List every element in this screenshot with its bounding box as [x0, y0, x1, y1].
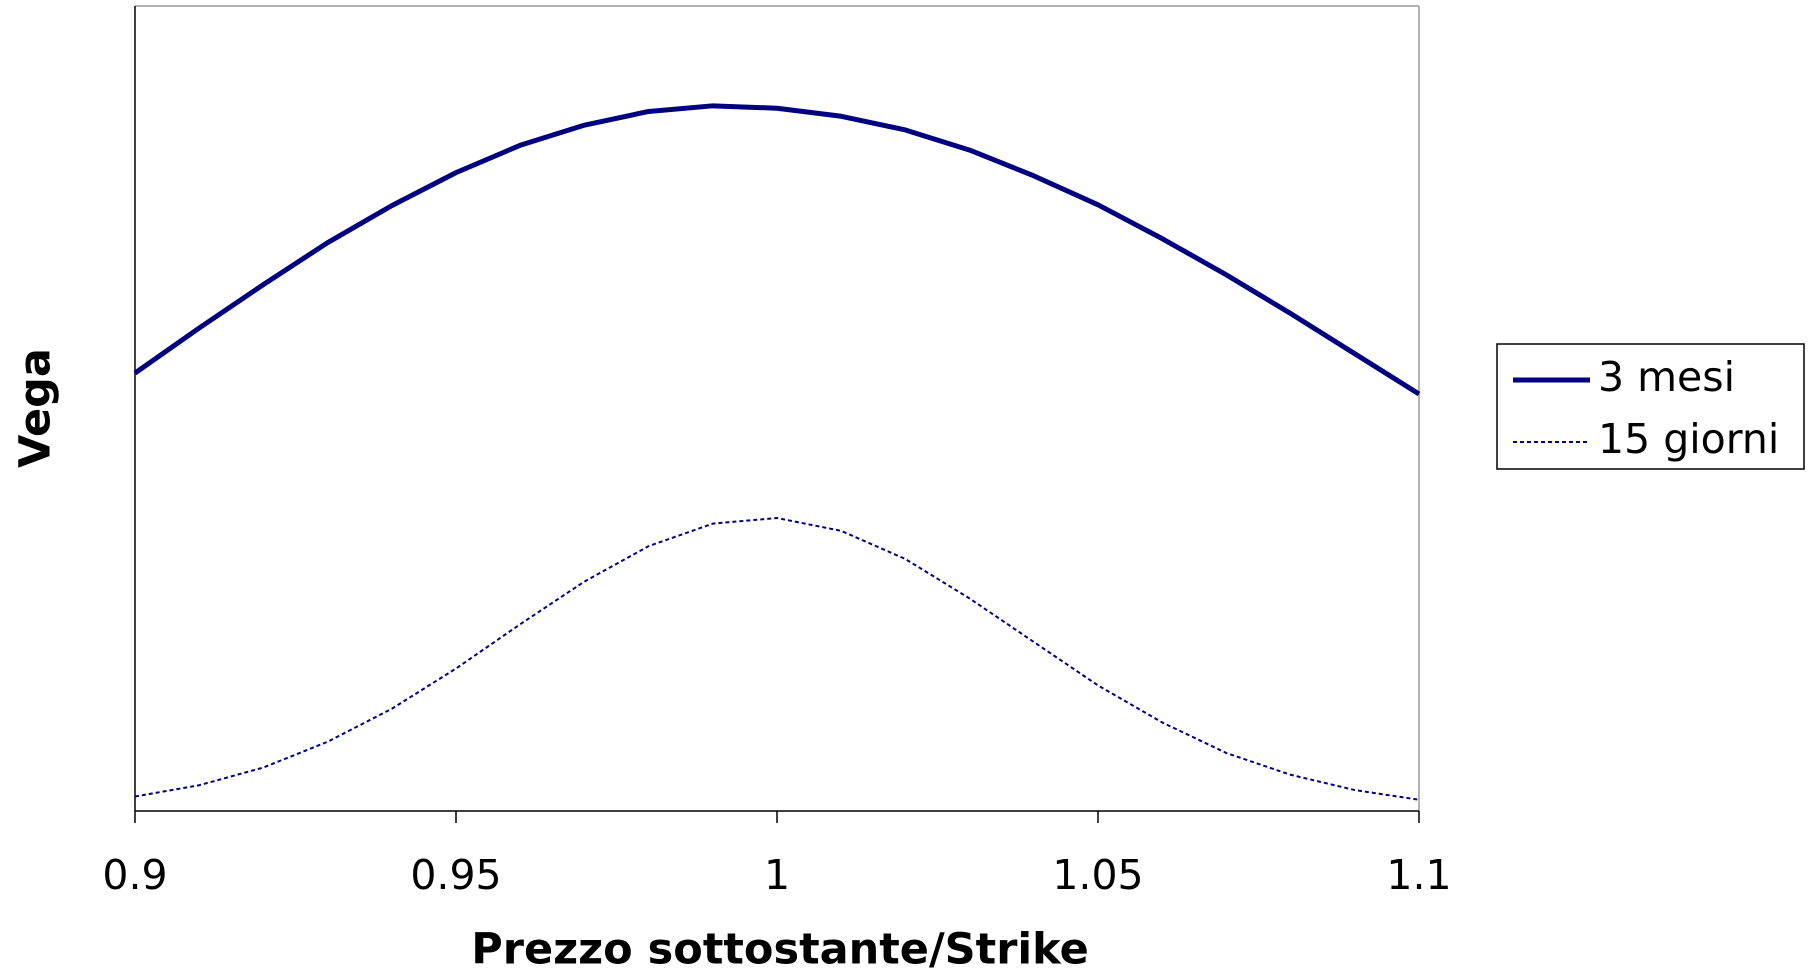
series-line [133, 103, 1421, 397]
legend-box [1496, 343, 1805, 470]
x-axis-label: Prezzo sottostante/Strike [471, 925, 1089, 975]
x-tick-label: 0.9 [102, 851, 167, 899]
x-tick-label: 1.1 [1386, 851, 1451, 899]
legend-label: 3 mesi [1598, 353, 1735, 401]
y-axis-label: Vega [11, 348, 61, 468]
x-tick-label: 1 [764, 851, 790, 899]
x-tick-label: 0.95 [410, 851, 501, 899]
legend-label: 15 giorni [1598, 415, 1779, 463]
x-tick-label: 1.05 [1052, 851, 1143, 899]
series-line [134, 516, 1420, 801]
